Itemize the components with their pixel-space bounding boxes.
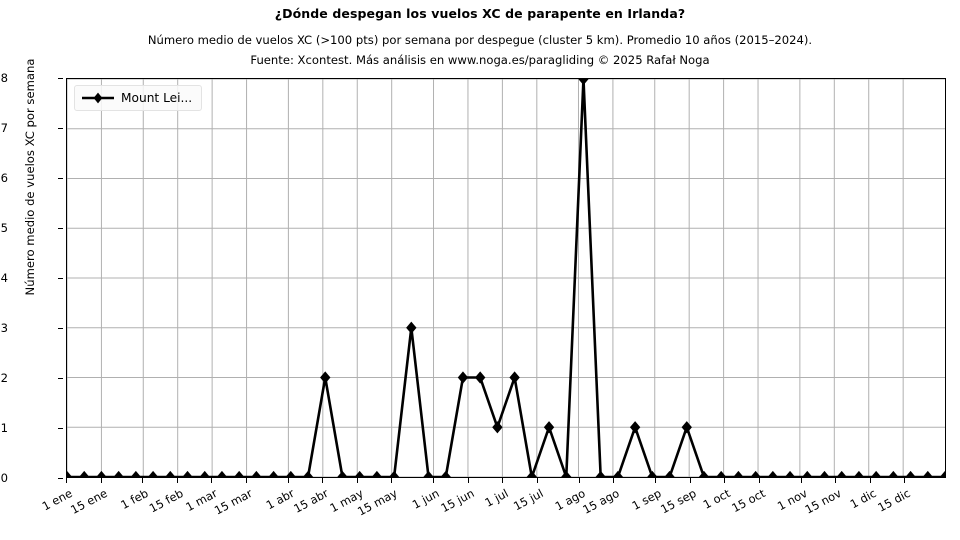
x-axis-tick-mark (724, 478, 726, 483)
chart-title: ¿Dónde despegan los vuelos XC de parapen… (274, 6, 686, 21)
y-axis-tick-mark (58, 128, 63, 129)
data-series-line (67, 79, 945, 477)
x-axis-tick-mark (176, 478, 178, 483)
x-axis-tick-mark (869, 478, 871, 483)
chart-subtitle: Número medio de vuelos XC (>100 pts) por… (0, 30, 960, 70)
x-axis-tick-mark (502, 478, 504, 483)
x-axis-tick-mark (904, 478, 906, 483)
y-axis-tick-mark (58, 178, 63, 179)
x-axis-tick-mark (433, 478, 435, 483)
y-axis-tick-label: 0.1 (0, 421, 8, 435)
y-axis-tick-mark (58, 478, 63, 479)
x-axis-tick-mark (758, 478, 760, 483)
y-axis-tick-label: 0.0 (0, 471, 8, 485)
x-axis-tick-mark (391, 478, 393, 483)
x-axis-tick-mark (689, 478, 691, 483)
grid-lines (67, 79, 945, 477)
x-axis-tick-mark (66, 478, 67, 483)
y-axis-label: Número medio de vuelos XC por semana (23, 58, 37, 296)
x-axis-tick-mark (800, 478, 802, 483)
x-axis-tick-mark (100, 478, 102, 483)
x-axis-tick-mark (467, 478, 469, 483)
x-axis-tick-mark (613, 478, 615, 483)
y-axis-tick-label: 0.2 (0, 371, 8, 385)
chart-legend[interactable]: Mount Lei... (74, 85, 203, 111)
chart-subtitle-line-2: Fuente: Xcontest. Más análisis en www.no… (250, 53, 710, 67)
x-axis-tick-mark (578, 478, 580, 483)
y-axis-tick-label: 0.3 (0, 321, 8, 335)
x-axis-tick-mark (655, 478, 657, 483)
x-axis-tick-mark (835, 478, 837, 483)
y-axis-tick-mark (58, 228, 63, 229)
x-axis-tick-mark (536, 478, 538, 483)
chart-subtitle-line-1: Número medio de vuelos XC (>100 pts) por… (147, 33, 813, 47)
y-axis-tick-mark (58, 78, 63, 79)
y-axis-tick-label: 0.8 (0, 71, 8, 85)
y-axis-tick-mark (58, 278, 63, 279)
y-axis-tick-mark (58, 428, 63, 429)
y-axis-tick-mark (58, 328, 63, 329)
y-axis-tick-label: 0.5 (0, 221, 8, 235)
y-axis-tick-label: 0.6 (0, 171, 8, 185)
y-axis-tick-label: 0.7 (0, 121, 8, 135)
legend-label: Mount Lei... (121, 91, 193, 105)
legend-line-marker-icon (82, 92, 114, 104)
x-axis-tick-mark (356, 478, 358, 483)
x-axis-tick-mark (245, 478, 247, 483)
y-axis-tick-mark (58, 378, 63, 379)
x-axis-tick-mark (211, 478, 213, 483)
x-axis-tick-mark (287, 478, 289, 483)
x-axis-tick-mark (142, 478, 144, 483)
y-axis-tick-label: 0.4 (0, 271, 8, 285)
plot-area (66, 78, 946, 478)
x-axis-tick-mark (322, 478, 324, 483)
